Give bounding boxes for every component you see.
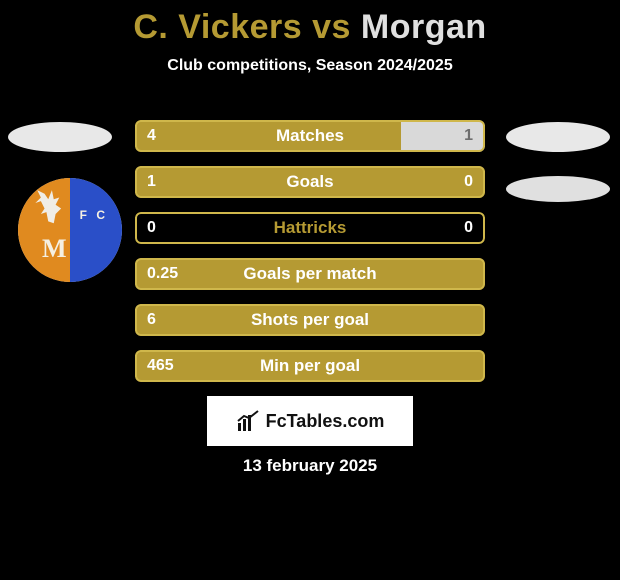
stat-value-right: 0 bbox=[464, 212, 473, 244]
footer-site-badge: FcTables.com bbox=[207, 396, 413, 446]
player-left-avatar-placeholder bbox=[8, 122, 112, 152]
stat-label: Min per goal bbox=[135, 350, 485, 382]
stat-label: Goals bbox=[135, 166, 485, 198]
stat-value-right: 1 bbox=[464, 120, 473, 152]
stat-value-left: 0 bbox=[147, 212, 156, 244]
stat-label: Goals per match bbox=[135, 258, 485, 290]
subtitle: Club competitions, Season 2024/2025 bbox=[0, 57, 620, 75]
club-letter: M bbox=[42, 234, 67, 264]
player-right-avatar-placeholder bbox=[506, 122, 610, 152]
stat-value-left: 4 bbox=[147, 120, 156, 152]
stat-row: Matches4 1 bbox=[135, 120, 485, 152]
stat-row: Min per goal465 bbox=[135, 350, 485, 382]
player-right-club-placeholder bbox=[506, 176, 610, 202]
stat-value-left: 6 bbox=[147, 304, 156, 336]
stat-row: Shots per goal6 bbox=[135, 304, 485, 336]
club-fc: F C bbox=[80, 208, 108, 222]
page-title: C. Vickers vs Morgan bbox=[0, 0, 620, 47]
footer-date: 13 february 2025 bbox=[0, 456, 620, 476]
player-right-name: Morgan bbox=[361, 8, 487, 46]
stat-row: Goals1 0 bbox=[135, 166, 485, 198]
stat-row: Goals per match0.25 bbox=[135, 258, 485, 290]
player-left-name: C. Vickers bbox=[133, 8, 302, 46]
chart-icon bbox=[236, 409, 260, 433]
stat-value-left: 465 bbox=[147, 350, 174, 382]
stat-label: Shots per goal bbox=[135, 304, 485, 336]
stat-label: Matches bbox=[135, 120, 485, 152]
stat-value-left: 1 bbox=[147, 166, 156, 198]
stat-value-right: 0 bbox=[464, 166, 473, 198]
stat-row: Hattricks0 0 bbox=[135, 212, 485, 244]
stat-label: Hattricks bbox=[135, 212, 485, 244]
vs-separator: vs bbox=[302, 8, 361, 46]
footer-site-text: FcTables.com bbox=[266, 411, 385, 432]
player-left-club-badge: M F C bbox=[18, 178, 122, 282]
stat-value-left: 0.25 bbox=[147, 258, 178, 290]
comparison-bars: Matches41Goals10Hattricks00Goals per mat… bbox=[135, 120, 485, 396]
